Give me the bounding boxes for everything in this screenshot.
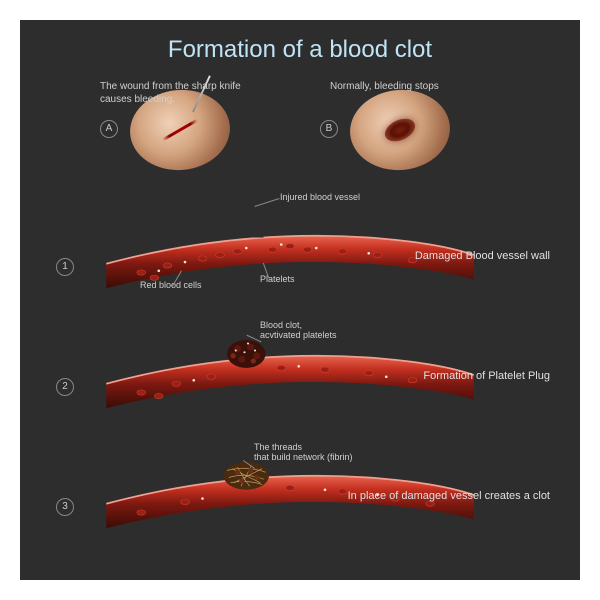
marker-b: B — [320, 120, 338, 138]
stage-label-3: In place of damaged vessel creates a clo… — [348, 490, 550, 502]
marker-1: 1 — [56, 258, 74, 276]
caption-b: Normally, bleeding stops — [330, 80, 480, 93]
label-injured: Injured blood vessel — [280, 192, 360, 202]
label-platelets: Platelets — [260, 274, 295, 284]
label-clot: Blood clot, acvtivated platelets — [260, 320, 337, 340]
label-fibrin: The threads that build network (fibrin) — [254, 442, 353, 462]
marker-a: A — [100, 120, 118, 138]
diagram-panel: Formation of a blood clot A The wound fr… — [20, 20, 580, 580]
caption-a: The wound from the sharp knife causes bl… — [100, 80, 250, 106]
diagram-title: Formation of a blood clot — [20, 36, 580, 64]
stage-label-2: Formation of Platelet Plug — [423, 370, 550, 382]
wound-incision — [162, 119, 198, 142]
wound-clotted — [381, 114, 418, 146]
skin-patch-b — [347, 86, 454, 174]
stage-label-1: Damaged Blood vessel wall — [415, 250, 550, 262]
marker-3: 3 — [56, 498, 74, 516]
label-rbc: Red blood cells — [140, 280, 202, 290]
marker-2: 2 — [56, 378, 74, 396]
